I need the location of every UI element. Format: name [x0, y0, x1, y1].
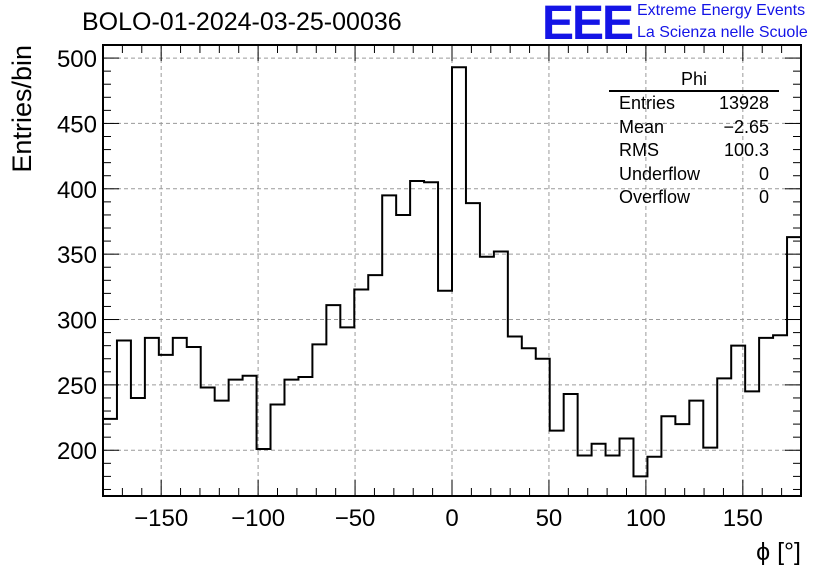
histogram-bin — [717, 378, 731, 496]
y-tick-label: 200 — [57, 438, 97, 465]
eee-logo: EEE — [542, 0, 634, 50]
histogram-bin — [438, 291, 452, 496]
histogram-bin — [201, 387, 215, 496]
histogram-bin — [620, 438, 634, 496]
x-tick-label: 50 — [536, 505, 563, 532]
y-tick-label: 300 — [57, 308, 97, 335]
histogram-bin — [145, 338, 159, 496]
histogram-bin — [647, 457, 661, 496]
y-tick-label: 450 — [57, 111, 97, 138]
histogram-bin — [592, 444, 606, 496]
stats-label: Entries — [619, 93, 676, 113]
histogram-bin — [759, 338, 773, 496]
stats-title: Phi — [609, 68, 779, 92]
histogram-bin — [396, 215, 410, 496]
histogram-bin — [354, 289, 368, 496]
histogram-bin — [564, 394, 578, 496]
histogram-bin — [271, 404, 285, 496]
histogram-bin — [773, 335, 787, 496]
histogram-bin — [494, 252, 508, 496]
histogram-bin — [675, 424, 689, 496]
histogram-bin — [424, 182, 438, 496]
x-tick-label: −150 — [134, 505, 188, 532]
histogram-bin — [103, 419, 117, 496]
x-tick-label: 0 — [445, 505, 458, 532]
stats-label: Overflow — [619, 187, 691, 207]
histogram-bin — [633, 476, 647, 496]
histogram-bin — [410, 181, 424, 496]
histogram-bin — [731, 346, 745, 496]
stats-row-entries: Entries 13928 — [609, 92, 779, 116]
y-tick-label: 400 — [57, 177, 97, 204]
histogram-bin — [368, 275, 382, 496]
stats-value: 100.3 — [723, 140, 769, 160]
stats-row-underflow: Underflow 0 — [609, 163, 779, 187]
logo-text-line1: Extreme Energy Events — [637, 2, 806, 19]
y-tick-label: 500 — [57, 46, 97, 73]
histogram-bin — [284, 380, 298, 496]
plot-frame — [102, 44, 802, 497]
histogram-bin — [312, 344, 326, 496]
histogram-bin — [215, 401, 229, 496]
histogram-bin — [661, 416, 675, 496]
histogram-bin — [522, 348, 536, 496]
stats-value: −2.65 — [723, 116, 769, 137]
y-tick-label: 250 — [57, 373, 97, 400]
run-title: BOLO-01-2024-03-25-00036 — [82, 8, 402, 36]
histogram-bin — [173, 338, 187, 496]
stats-row-overflow: Overflow 0 — [609, 186, 779, 210]
histogram-bin — [243, 376, 257, 496]
histogram-bin — [298, 377, 312, 496]
histogram-bin — [536, 359, 550, 496]
stats-label: RMS — [619, 140, 659, 160]
stats-value: 0 — [758, 187, 769, 207]
histogram-bin — [466, 203, 480, 496]
logo-text-line2: La Scienza nelle Scuole — [637, 24, 808, 41]
histogram-bin — [326, 305, 340, 496]
histogram-bin — [452, 67, 466, 496]
histogram-bin — [229, 380, 243, 496]
x-tick-label: 150 — [723, 505, 763, 532]
histogram-bin — [480, 257, 494, 496]
histogram-bin — [578, 455, 592, 496]
histogram-bin — [340, 327, 354, 496]
histogram-bin — [550, 431, 564, 496]
x-tick-label: −50 — [335, 505, 376, 532]
histogram-bin — [745, 391, 759, 496]
stats-row-mean: Mean −2.65 — [609, 116, 779, 140]
histogram-bin — [187, 347, 201, 496]
histogram-bin — [606, 455, 620, 496]
stats-label: Underflow — [619, 163, 701, 184]
histogram-bin — [117, 340, 131, 496]
stats-value: 0 — [758, 163, 769, 184]
histogram-bin — [159, 355, 173, 496]
histogram-bin — [787, 237, 801, 496]
stats-row-rms: RMS 100.3 — [609, 139, 779, 163]
histogram-bin — [382, 195, 396, 496]
y-tick-label: 350 — [57, 242, 97, 269]
histogram-bin — [131, 398, 145, 496]
stats-label: Mean — [619, 116, 665, 137]
histogram-bin — [508, 337, 522, 496]
histogram-bin — [257, 449, 271, 496]
stats-box: Phi Entries 13928 Mean −2.65 RMS 100.3 U… — [609, 68, 779, 210]
x-tick-label: 100 — [626, 505, 666, 532]
x-tick-label: −100 — [231, 505, 285, 532]
y-axis-label: Entries/bin — [7, 45, 37, 173]
histogram-bin — [689, 401, 703, 496]
histogram-bin — [703, 448, 717, 496]
histogram-line — [103, 66, 801, 478]
x-axis-label: ϕ [°] — [756, 538, 801, 566]
stats-value: 13928 — [718, 93, 769, 113]
